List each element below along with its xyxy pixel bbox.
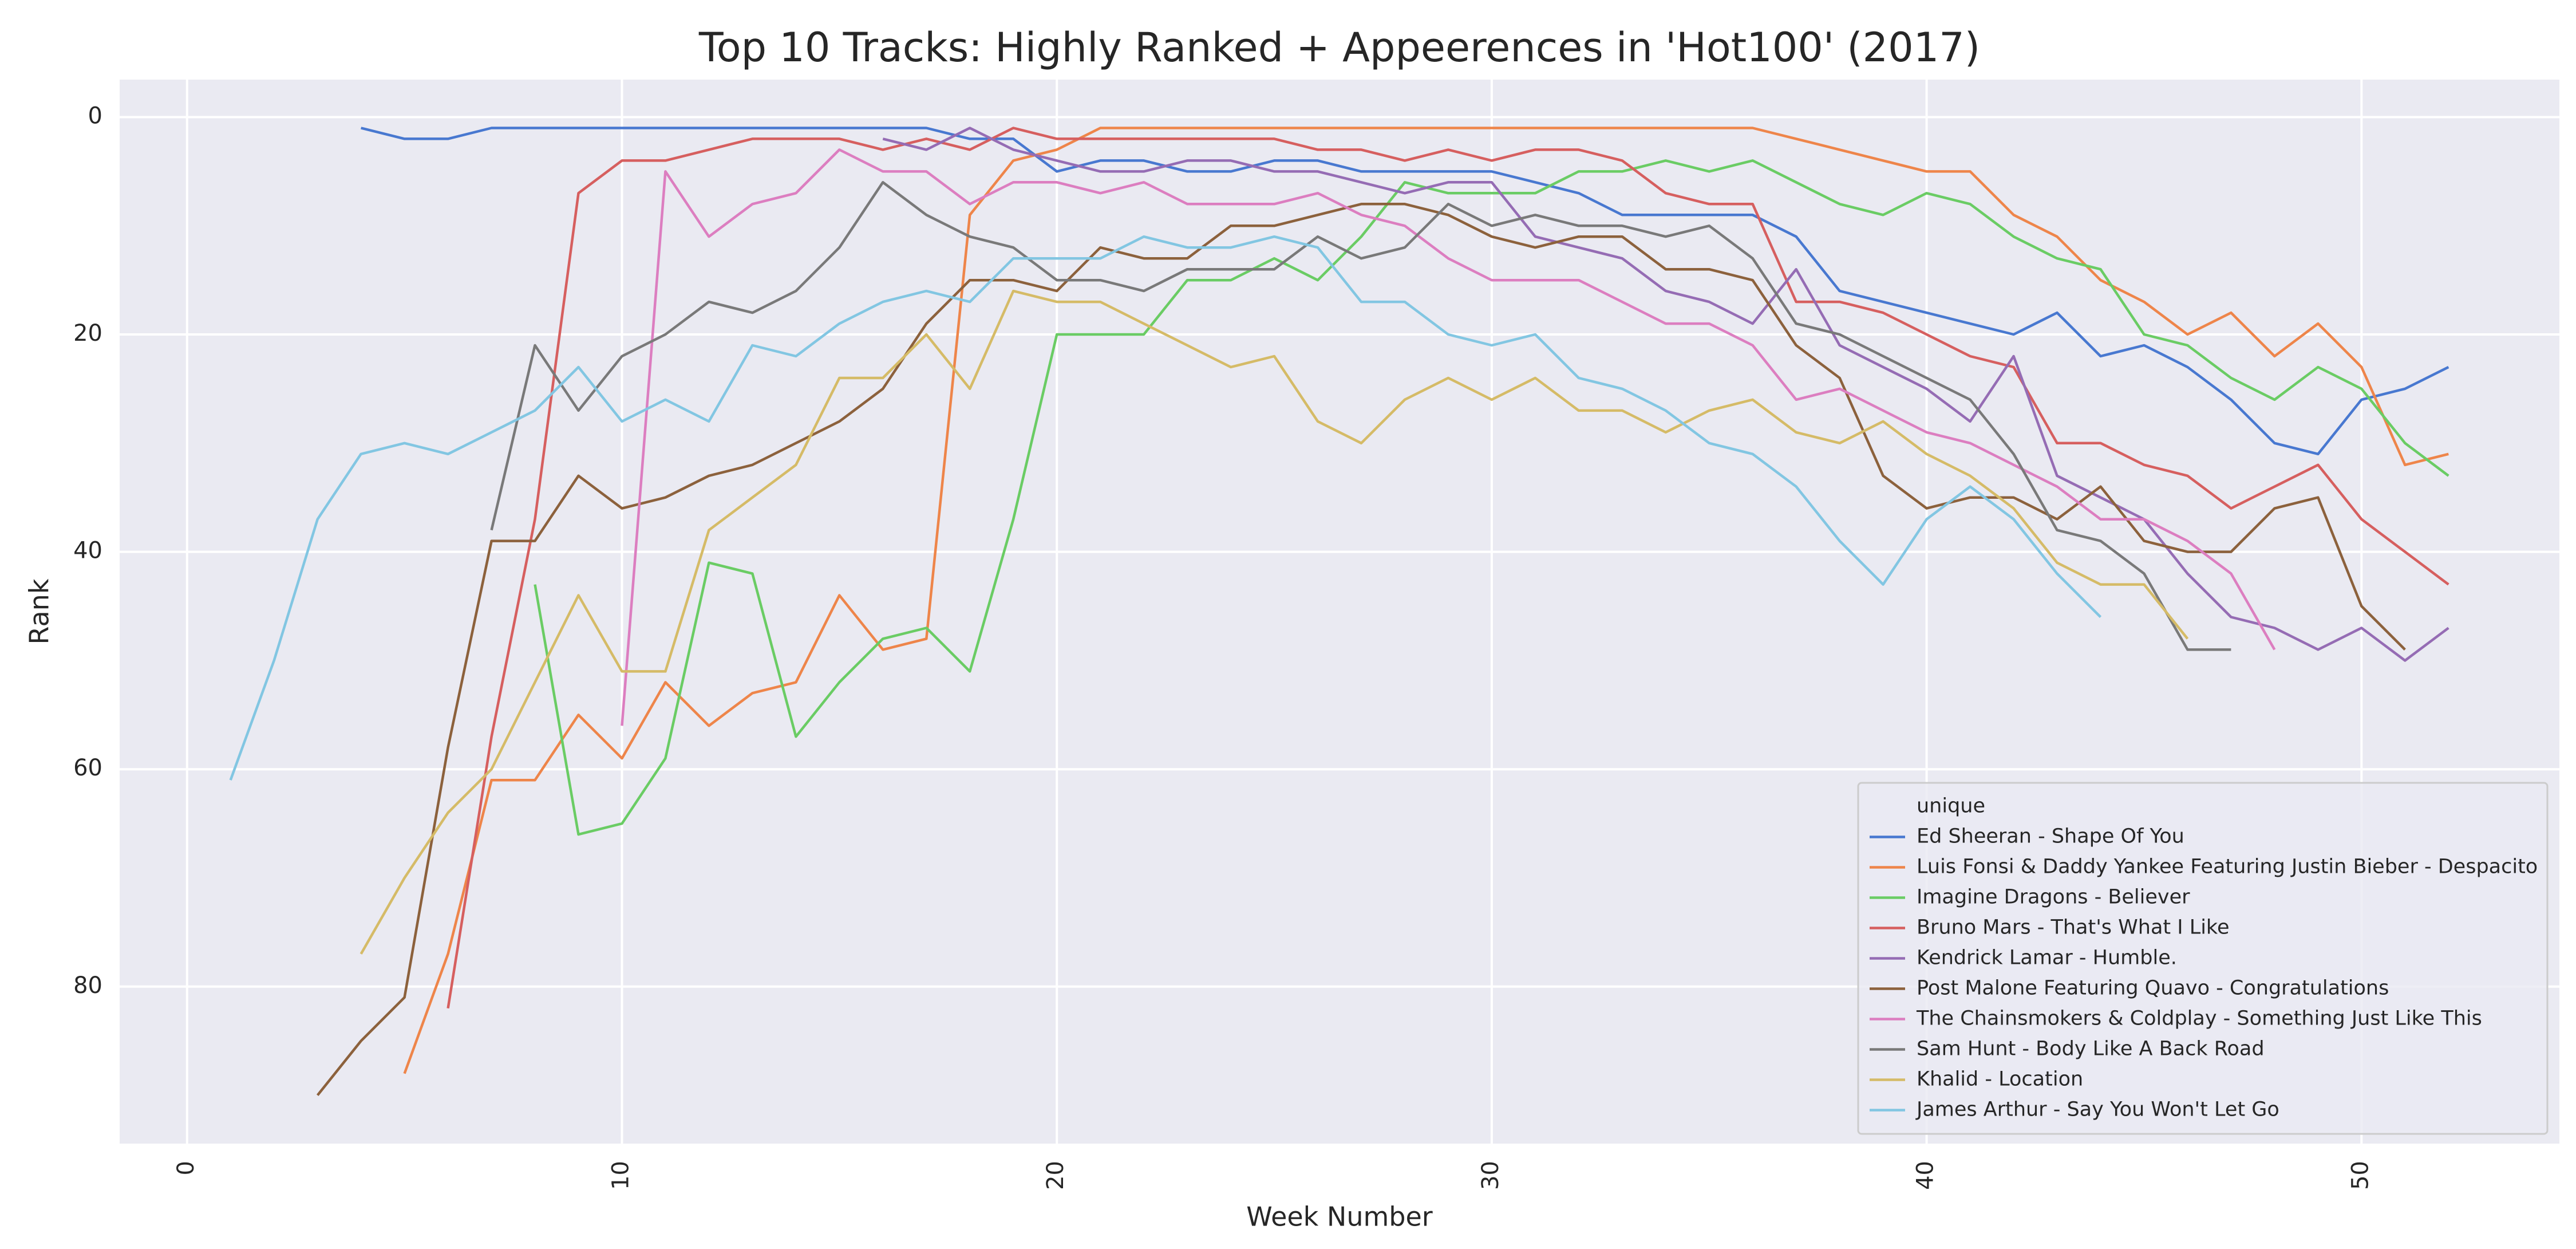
x-tick-label: 20 bbox=[1042, 1161, 1069, 1190]
y-tick-label: 20 bbox=[73, 320, 102, 346]
series-line bbox=[534, 159, 2449, 836]
series-line bbox=[403, 127, 2449, 1074]
series-line bbox=[447, 127, 2449, 1009]
legend-label: Luis Fonsi & Daddy Yankee Featuring Just… bbox=[1917, 856, 2538, 878]
series-line bbox=[229, 235, 2102, 781]
x-axis-label: Week Number bbox=[1246, 1201, 1433, 1232]
legend-label: Post Malone Featuring Quavo - Congratula… bbox=[1917, 977, 2389, 1000]
series-line bbox=[316, 203, 2406, 1096]
chart-title: Top 10 Tracks: Highly Ranked + Appeerenc… bbox=[698, 24, 1980, 71]
y-tick-label: 80 bbox=[73, 972, 102, 999]
x-tick-label: 10 bbox=[607, 1161, 634, 1190]
legend-title: unique bbox=[1917, 795, 1985, 818]
y-tick-label: 0 bbox=[88, 103, 102, 129]
legend-label: Imagine Dragons - Believer bbox=[1917, 886, 2190, 909]
legend-label: The Chainsmokers & Coldplay - Something … bbox=[1916, 1007, 2482, 1030]
series-line bbox=[490, 181, 2231, 651]
x-tick-label: 40 bbox=[1913, 1161, 1939, 1190]
series-line bbox=[621, 148, 2276, 726]
legend-label: Kendrick Lamar - Humble. bbox=[1917, 947, 2177, 970]
x-tick-label: 50 bbox=[2347, 1161, 2373, 1190]
legend-label: James Arthur - Say You Won't Let Go bbox=[1915, 1098, 2279, 1121]
legend-label: Khalid - Location bbox=[1917, 1068, 2083, 1091]
series-line bbox=[361, 127, 2449, 456]
legend-label: Ed Sheeran - Shape Of You bbox=[1917, 825, 2184, 848]
y-tick-label: 40 bbox=[73, 538, 102, 564]
legend-label: Sam Hunt - Body Like A Back Road bbox=[1917, 1038, 2265, 1061]
x-tick-label: 0 bbox=[173, 1161, 199, 1175]
legend: unique Ed Sheeran - Shape Of You Luis Fons… bbox=[1857, 782, 2549, 1135]
legend-box bbox=[1857, 782, 2549, 1135]
series-line bbox=[359, 289, 2189, 955]
legend-label: Bruno Mars - That's What I Like bbox=[1917, 916, 2229, 939]
series-line bbox=[882, 127, 2449, 662]
x-tick-label: 30 bbox=[1477, 1161, 1504, 1190]
y-axis-label: Rank bbox=[24, 578, 55, 644]
lines bbox=[229, 127, 2449, 1096]
y-tick-label: 60 bbox=[73, 755, 102, 781]
